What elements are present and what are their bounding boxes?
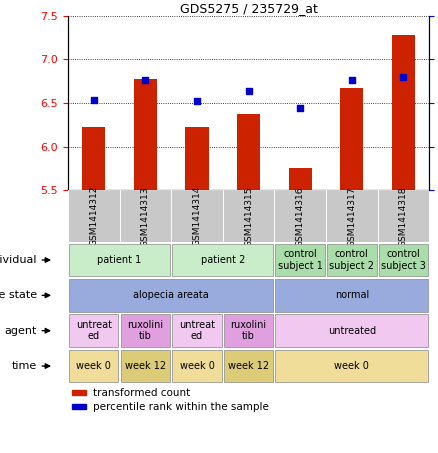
Point <box>245 87 252 95</box>
Text: untreat
ed: untreat ed <box>179 320 215 342</box>
Bar <box>69 244 170 276</box>
Text: GSM1414316: GSM1414316 <box>296 186 305 246</box>
Bar <box>171 190 223 242</box>
Text: transformed count: transformed count <box>93 388 191 398</box>
Point <box>142 77 149 84</box>
Text: normal: normal <box>335 290 369 300</box>
Bar <box>185 127 208 190</box>
Bar <box>134 79 157 190</box>
Text: untreat
ed: untreat ed <box>76 320 112 342</box>
Text: control
subject 3: control subject 3 <box>381 249 426 271</box>
Text: alopecia areata: alopecia areata <box>133 290 209 300</box>
Bar <box>224 350 273 382</box>
Point <box>348 77 355 84</box>
Bar <box>223 190 274 242</box>
Text: control
subject 1: control subject 1 <box>278 249 323 271</box>
Point <box>194 98 201 105</box>
Bar <box>120 350 170 382</box>
Bar <box>326 190 378 242</box>
Bar <box>172 350 222 382</box>
Bar <box>378 190 429 242</box>
Bar <box>172 314 222 347</box>
Text: disease state: disease state <box>0 290 37 300</box>
Bar <box>327 244 377 276</box>
Text: patient 1: patient 1 <box>97 255 141 265</box>
Bar <box>392 35 415 190</box>
Text: individual: individual <box>0 255 37 265</box>
Bar <box>120 190 171 242</box>
Bar <box>120 314 170 347</box>
Bar <box>276 279 428 312</box>
Text: GSM1414315: GSM1414315 <box>244 186 253 246</box>
Text: week 0: week 0 <box>334 361 369 371</box>
Text: percentile rank within the sample: percentile rank within the sample <box>93 401 269 411</box>
Text: time: time <box>11 361 37 371</box>
Bar <box>276 350 428 382</box>
Bar <box>224 314 273 347</box>
Text: control
subject 2: control subject 2 <box>329 249 374 271</box>
Title: GDS5275 / 235729_at: GDS5275 / 235729_at <box>180 2 318 14</box>
Bar <box>82 127 105 190</box>
Text: week 0: week 0 <box>76 361 111 371</box>
Text: week 0: week 0 <box>180 361 214 371</box>
Bar <box>274 190 326 242</box>
Text: week 12: week 12 <box>125 361 166 371</box>
Bar <box>276 244 325 276</box>
Bar <box>289 168 312 190</box>
Bar <box>237 114 260 190</box>
Text: GSM1414317: GSM1414317 <box>347 186 356 246</box>
Bar <box>340 88 364 190</box>
Text: week 12: week 12 <box>228 361 269 371</box>
Bar <box>71 390 86 395</box>
Bar <box>172 244 273 276</box>
Text: untreated: untreated <box>328 326 376 336</box>
Bar <box>69 314 118 347</box>
Text: patient 2: patient 2 <box>201 255 245 265</box>
Text: ruxolini
tib: ruxolini tib <box>127 320 163 342</box>
Text: GSM1414312: GSM1414312 <box>89 186 98 246</box>
Point <box>297 105 304 112</box>
Bar <box>378 244 428 276</box>
Bar <box>69 350 118 382</box>
Text: GSM1414314: GSM1414314 <box>192 186 201 246</box>
Text: agent: agent <box>4 326 37 336</box>
Bar <box>276 314 428 347</box>
Point <box>90 96 97 103</box>
Text: ruxolini
tib: ruxolini tib <box>230 320 267 342</box>
Bar <box>68 190 120 242</box>
Bar <box>71 404 86 410</box>
Point <box>400 73 407 81</box>
Bar <box>69 279 273 312</box>
Text: GSM1414313: GSM1414313 <box>141 186 150 246</box>
Text: GSM1414318: GSM1414318 <box>399 186 408 246</box>
